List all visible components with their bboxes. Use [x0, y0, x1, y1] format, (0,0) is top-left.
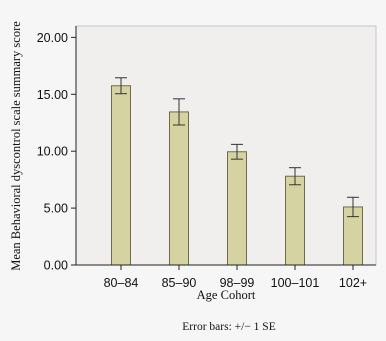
axes-layer [71, 26, 376, 270]
x-axis-label: Age Cohort [197, 288, 256, 302]
bars-layer [111, 77, 363, 266]
bar [285, 175, 305, 266]
y-axis-label: Mean Behavioral dyscontrol scale summary… [9, 21, 23, 271]
y-tick-label: 20.00 [37, 31, 68, 45]
y-tick-label: 0.00 [44, 259, 68, 273]
labels-layer: 80–84 85–90 98–99 100–101 102+ 0.00 5.00 10.00 1… [37, 31, 367, 290]
y-tick-label: 15.00 [37, 88, 68, 102]
bar [111, 85, 131, 266]
x-tick-label: 98–99 [220, 276, 255, 290]
x-tick-label: 85–90 [162, 276, 197, 290]
x-tick-label: 100–101 [271, 276, 320, 290]
x-tick-label: 102+ [339, 276, 367, 290]
bar [227, 151, 247, 266]
y-tick-label: 10.00 [37, 145, 68, 159]
y-tick-label: 5.00 [44, 202, 68, 216]
bar [169, 111, 189, 266]
error-bar-note: Error bars: +/− 1 SE [182, 321, 275, 333]
x-tick-label: 80–84 [104, 276, 139, 290]
